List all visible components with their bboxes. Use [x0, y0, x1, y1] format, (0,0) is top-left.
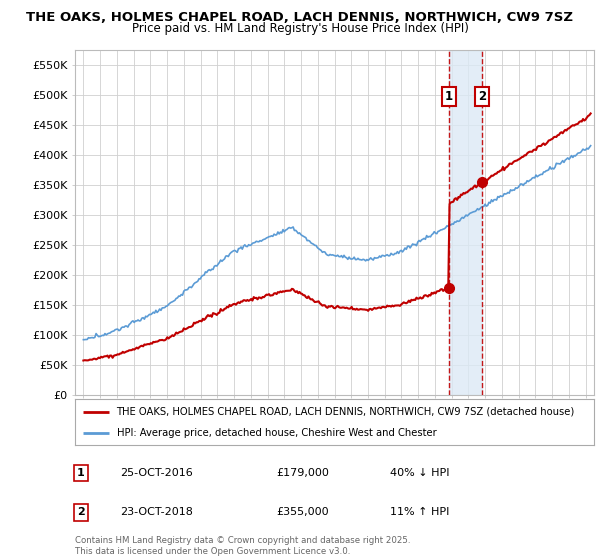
Text: £355,000: £355,000	[276, 507, 329, 517]
Text: 25-OCT-2016: 25-OCT-2016	[120, 468, 193, 478]
Text: 1: 1	[445, 90, 453, 104]
Text: 2: 2	[77, 507, 85, 517]
Text: 23-OCT-2018: 23-OCT-2018	[120, 507, 193, 517]
Text: HPI: Average price, detached house, Cheshire West and Chester: HPI: Average price, detached house, Ches…	[116, 428, 436, 438]
Text: £179,000: £179,000	[276, 468, 329, 478]
Text: 1: 1	[77, 468, 85, 478]
Bar	[449, 50, 482, 395]
Text: Contains HM Land Registry data © Crown copyright and database right 2025.
This d: Contains HM Land Registry data © Crown c…	[75, 536, 410, 556]
Text: 40% ↓ HPI: 40% ↓ HPI	[390, 468, 449, 478]
Text: THE OAKS, HOLMES CHAPEL ROAD, LACH DENNIS, NORTHWICH, CW9 7SZ: THE OAKS, HOLMES CHAPEL ROAD, LACH DENNI…	[26, 11, 574, 24]
Text: 11% ↑ HPI: 11% ↑ HPI	[390, 507, 449, 517]
Text: THE OAKS, HOLMES CHAPEL ROAD, LACH DENNIS, NORTHWICH, CW9 7SZ (detached house): THE OAKS, HOLMES CHAPEL ROAD, LACH DENNI…	[116, 407, 575, 417]
Text: 2: 2	[478, 90, 486, 104]
Text: Price paid vs. HM Land Registry's House Price Index (HPI): Price paid vs. HM Land Registry's House …	[131, 22, 469, 35]
